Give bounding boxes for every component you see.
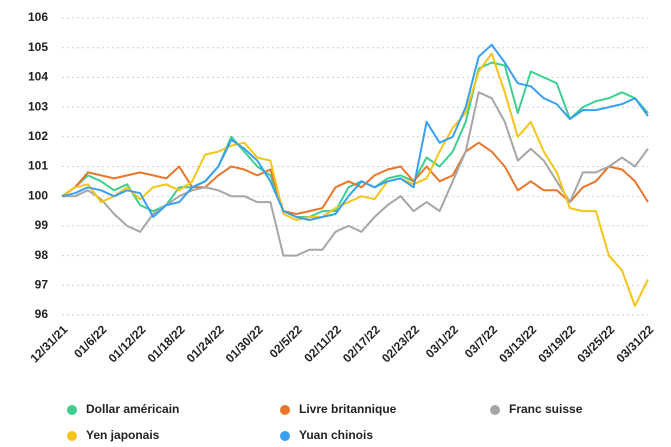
y-tick-label: 106: [28, 10, 48, 24]
y-tick-label: 103: [28, 99, 48, 113]
y-tick-label: 101: [28, 159, 48, 173]
x-tick-label: 03/19/22: [535, 322, 578, 365]
legend-label: Yen japonais: [86, 428, 160, 442]
x-tick-label: 02/23/22: [379, 322, 422, 365]
x-tick-label: 01/30/22: [223, 322, 266, 365]
x-tick-label: 03/7/22: [462, 322, 500, 360]
y-tick-label: 99: [35, 218, 49, 232]
y-tick-label: 104: [28, 70, 48, 84]
x-tick-label: 02/11/22: [301, 322, 344, 365]
x-tick-label: 03/13/22: [496, 322, 539, 365]
series-line: [61, 43, 649, 221]
legend-marker: [67, 405, 77, 415]
legend-label: Yuan chinois: [299, 428, 373, 442]
legend-marker: [280, 431, 290, 441]
legend-marker: [67, 431, 77, 441]
y-tick-label: 105: [28, 40, 48, 54]
series-line: [61, 141, 649, 215]
y-tick-label: 97: [35, 277, 49, 291]
x-tick-label: 12/31/21: [27, 322, 70, 365]
x-tick-label: 01/6/22: [71, 322, 109, 360]
x-tick-label: 03/31/22: [613, 322, 656, 365]
legend-label: Livre britannique: [299, 402, 397, 416]
x-tick-label: 01/24/22: [184, 322, 227, 365]
y-tick-label: 100: [28, 188, 48, 202]
x-tick-label: 02/17/22: [340, 322, 383, 365]
x-tick-label: 03/1/22: [423, 322, 461, 360]
x-tick-label: 01/12/22: [106, 322, 149, 365]
x-tick-label: 02/5/22: [267, 322, 305, 360]
series-line: [61, 52, 649, 308]
legend-label: Franc suisse: [509, 402, 583, 416]
y-tick-label: 96: [35, 307, 49, 321]
y-tick-label: 98: [35, 248, 49, 262]
legend-marker: [280, 405, 290, 415]
y-tick-label: 102: [28, 129, 48, 143]
legend-marker: [490, 405, 500, 415]
legend-label: Dollar américain: [86, 402, 179, 416]
series-line: [62, 91, 649, 257]
x-tick-label: 03/25/22: [574, 322, 617, 365]
x-tick-label: 01/18/22: [145, 322, 188, 365]
